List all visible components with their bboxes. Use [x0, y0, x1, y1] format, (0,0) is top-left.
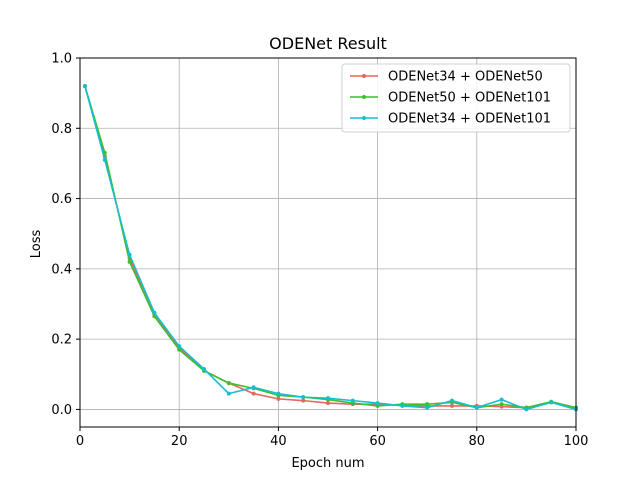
- data-point: [251, 385, 256, 390]
- data-point: [127, 259, 132, 264]
- data-point: [152, 310, 157, 315]
- data-point: [375, 401, 380, 406]
- data-point: [177, 344, 182, 349]
- x-tick-label: 40: [270, 434, 287, 449]
- legend-label: ODENet34 + ODENet50: [388, 70, 543, 85]
- data-point: [226, 391, 231, 396]
- data-point: [350, 398, 355, 403]
- data-point: [82, 84, 87, 89]
- data-point: [326, 396, 330, 401]
- data-point: [499, 397, 504, 402]
- legend-item: ODENet50 + ODENet101: [350, 91, 551, 106]
- x-tick-label: 60: [369, 434, 386, 449]
- data-point: [425, 402, 430, 407]
- data-point: [202, 367, 206, 372]
- data-point: [226, 381, 231, 386]
- data-point: [127, 252, 132, 257]
- x-axis-label: Epoch num: [291, 456, 364, 471]
- y-tick-label: 0.2: [51, 333, 72, 348]
- legend-item: ODENet34 + ODENet101: [350, 112, 551, 127]
- data-point: [450, 398, 454, 403]
- data-point: [276, 391, 281, 396]
- legend-label: ODENet50 + ODENet101: [388, 91, 551, 106]
- x-tick-label: 80: [469, 434, 486, 449]
- series-3: [82, 84, 578, 412]
- data-point: [102, 157, 107, 162]
- data-point: [499, 402, 504, 407]
- data-point: [474, 405, 479, 410]
- data-point: [375, 403, 380, 408]
- data-point: [524, 407, 529, 412]
- data-point: [425, 405, 430, 410]
- x-tick-label: 0: [76, 434, 84, 449]
- legend-label: ODENet34 + ODENet101: [388, 112, 551, 127]
- chart-title: ODENet Result: [269, 34, 387, 53]
- data-point: [301, 395, 306, 400]
- legend-marker: [362, 74, 366, 78]
- data-point: [251, 391, 256, 396]
- y-tick-label: 1.0: [51, 52, 72, 67]
- data-point: [400, 403, 405, 408]
- legend: ODENet34 + ODENet50 ODENet50 + ODENet101 O…: [341, 63, 571, 133]
- x-tick-label: 100: [564, 434, 589, 449]
- data-point: [450, 403, 454, 408]
- y-tick-label: 0.0: [51, 403, 72, 418]
- legend-marker: [362, 116, 366, 120]
- data-point: [301, 398, 306, 403]
- y-tick-label: 0.4: [51, 262, 72, 277]
- legend-box: [341, 63, 571, 133]
- y-axis-label: Loss: [29, 230, 44, 259]
- data-point: [326, 401, 330, 406]
- legend-marker: [362, 95, 366, 99]
- x-tick-label: 20: [171, 434, 188, 449]
- axes-frame: [79, 57, 577, 428]
- y-tick-label: 0.6: [51, 192, 72, 207]
- y-tick-label: 0.8: [51, 122, 72, 137]
- data-point: [276, 396, 281, 401]
- data-point: [549, 400, 554, 405]
- data-point: [177, 347, 182, 352]
- legend-item: ODENet34 + ODENet50: [350, 70, 543, 85]
